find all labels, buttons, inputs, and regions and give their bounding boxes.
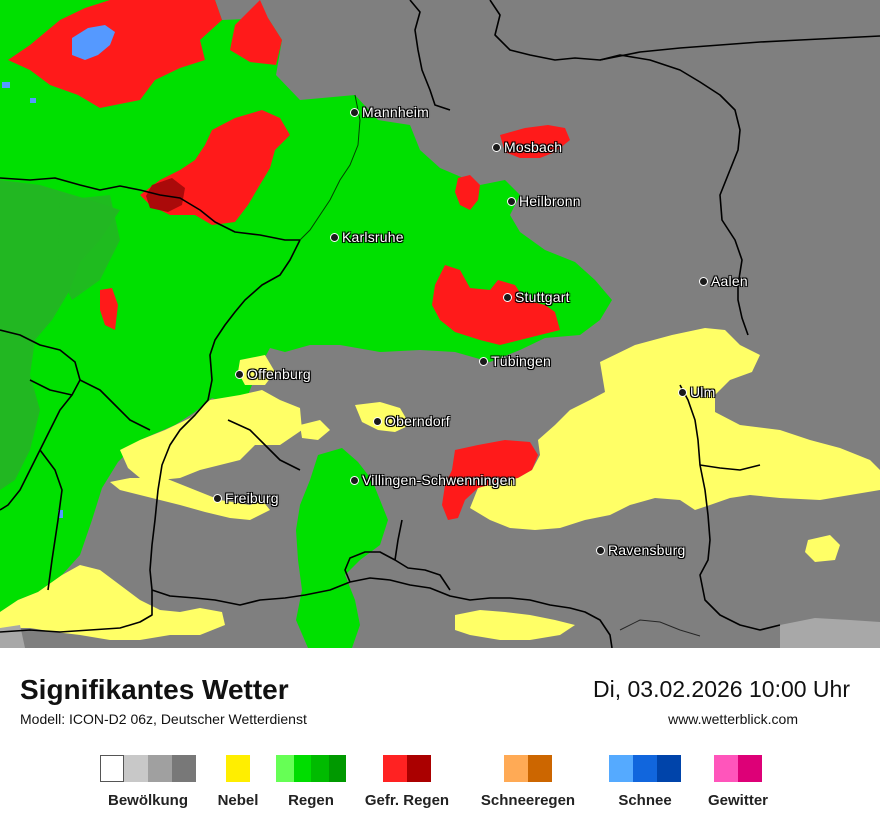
city-name: Karlsruhe (342, 229, 404, 245)
city-marker (507, 196, 516, 206)
city-marker (503, 292, 512, 302)
legend-swatch (226, 755, 250, 782)
website-link[interactable]: www.wetterblick.com (668, 711, 798, 727)
city-name: Mannheim (362, 104, 429, 120)
city-marker (596, 545, 605, 555)
legend-swatches (698, 755, 778, 782)
legend-swatch (293, 755, 311, 782)
model-info: Modell: ICON-D2 06z, Deutscher Wetterdie… (20, 711, 307, 727)
legend-label: Bewölkung (107, 792, 188, 809)
legend-label: Gewitter (707, 792, 768, 809)
city-ravensburg: Ravensburg (596, 542, 686, 558)
city-name: Oberndorf (385, 413, 450, 429)
legend-swatch (172, 755, 196, 782)
city-stuttgart: Stuttgart (503, 289, 570, 305)
legend-swatches (206, 755, 270, 782)
city-oberndorf: Oberndorf (373, 413, 450, 429)
city-heilbronn: Heilbronn (507, 193, 581, 209)
legend-label: Nebel (217, 792, 259, 809)
border-lines (0, 0, 880, 648)
map-footer: Signifikantes Wetter Modell: ICON-D2 06z… (0, 648, 880, 830)
legend-swatch (100, 755, 124, 782)
city-mannheim: Mannheim (350, 104, 429, 120)
legend-swatch (148, 755, 172, 782)
legend-swatch (383, 755, 407, 782)
city-name: Mosbach (504, 139, 563, 155)
city-tuebingen: Tübingen (479, 353, 551, 369)
city-marker (699, 276, 708, 286)
legend-label: Schnee (618, 792, 672, 809)
legend-swatch (276, 755, 294, 782)
freezing-rain-dark-area (146, 178, 185, 212)
city-villingen-schwenningen: Villingen-Schwenningen (350, 472, 516, 488)
legend-swatches (605, 755, 685, 782)
legend-swatch (407, 755, 431, 782)
city-marker (330, 232, 339, 242)
city-aalen: Aalen (699, 273, 748, 289)
legend-gefr-regen: Gefr. Regen (355, 755, 459, 809)
city-marker (350, 475, 359, 485)
city-name: Villingen-Schwenningen (362, 472, 516, 488)
legend-swatch (328, 755, 346, 782)
weather-map (0, 0, 880, 648)
city-name: Ulm (690, 384, 716, 400)
legend-swatches (100, 755, 196, 782)
legend-swatches (276, 755, 346, 782)
city-marker (213, 493, 222, 503)
city-freiburg: Freiburg (213, 490, 279, 506)
legend-schnee: Schnee (605, 755, 685, 809)
city-name: Freiburg (225, 490, 279, 506)
legend-swatch (633, 755, 657, 782)
city-name: Offenburg (247, 366, 311, 382)
fog-area (0, 328, 880, 640)
forecast-datetime: Di, 03.02.2026 10:00 Uhr (592, 676, 850, 702)
city-marker (492, 142, 501, 152)
legend-swatch (528, 755, 552, 782)
light-cloud-area (0, 618, 880, 648)
map-title: Signifikantes Wetter (20, 674, 289, 705)
rain-dark-area (0, 180, 120, 490)
legend-swatch (657, 755, 681, 782)
city-name: Heilbronn (519, 193, 581, 209)
rain-area (0, 0, 612, 648)
legend-swatch (738, 755, 762, 782)
legend-label: Regen (288, 792, 334, 809)
legend-swatch (609, 755, 633, 782)
city-name: Tübingen (491, 353, 551, 369)
legend-swatches (470, 755, 586, 782)
city-offenburg: Offenburg (235, 366, 311, 382)
city-marker (235, 369, 244, 379)
legend-label: Gefr. Regen (364, 792, 450, 809)
city-name: Stuttgart (515, 289, 570, 305)
city-name: Aalen (711, 273, 748, 289)
legend-swatch (124, 755, 148, 782)
legend-bewoelkung: Bewölkung (100, 755, 196, 809)
legend-label: Schneeregen (480, 792, 576, 809)
legend-swatch (504, 755, 528, 782)
legend-regen: Regen (276, 755, 346, 809)
city-marker (350, 107, 359, 117)
legend-swatch (714, 755, 738, 782)
city-karlsruhe: Karlsruhe (330, 229, 404, 245)
city-marker (373, 416, 382, 426)
legend-swatch (311, 755, 329, 782)
legend-nebel: Nebel (206, 755, 270, 809)
legend-schneeregen: Schneeregen (470, 755, 586, 809)
city-mosbach: Mosbach (492, 139, 562, 155)
city-name: Ravensburg (608, 542, 686, 558)
city-ulm: Ulm (678, 384, 715, 400)
snow-area (2, 25, 115, 518)
legend-gewitter: Gewitter (698, 755, 778, 809)
city-marker (678, 387, 687, 397)
legend-swatches (355, 755, 459, 782)
city-marker (479, 356, 488, 366)
rhine-river (299, 94, 701, 637)
